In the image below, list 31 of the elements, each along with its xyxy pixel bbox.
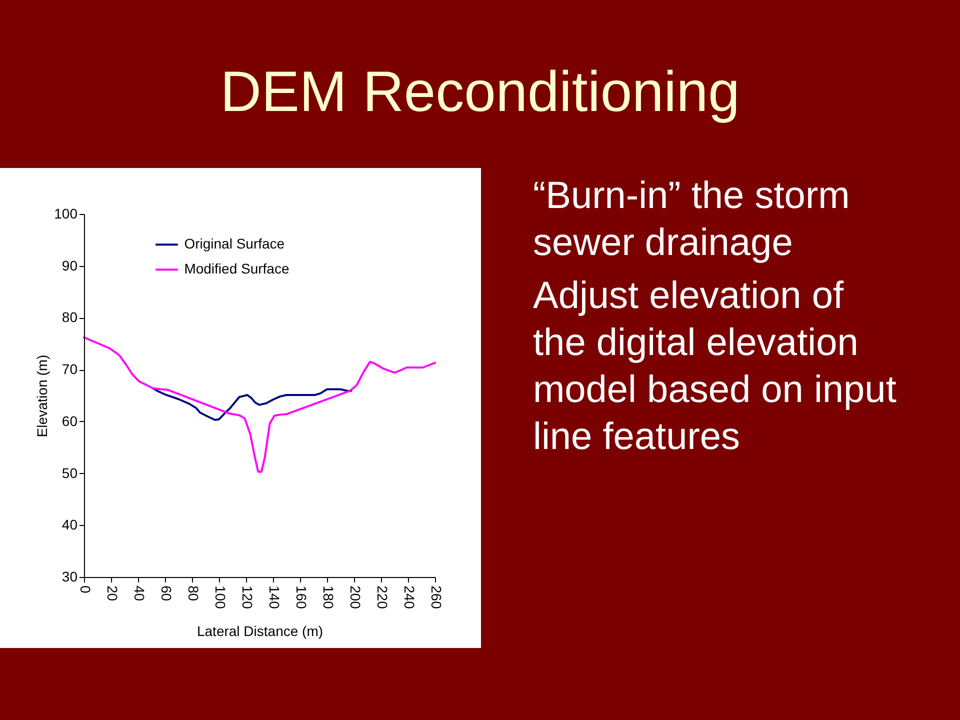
legend-label: Original Surface bbox=[184, 236, 285, 252]
y-tick-label: 90 bbox=[62, 257, 78, 274]
x-tick-label: 200 bbox=[348, 586, 364, 610]
x-axis-title: Lateral Distance (m) bbox=[196, 622, 324, 639]
text: Adjust elevation of the digital elevation model based on input line features bbox=[533, 275, 897, 458]
y-tick-label: 60 bbox=[62, 412, 78, 429]
y-tick-label: 40 bbox=[62, 516, 78, 533]
x-tick-label: 80 bbox=[186, 586, 202, 602]
x-tick-label: 160 bbox=[294, 586, 310, 610]
x-tick-label: 60 bbox=[158, 586, 174, 602]
x-tick-label: 20 bbox=[104, 586, 120, 602]
x-tick-label: 0 bbox=[78, 586, 94, 594]
y-tick-label: 30 bbox=[62, 568, 78, 584]
text: “Burn-in” the storm sewer drainage bbox=[533, 175, 850, 264]
chart-title: DEM Reconditioning bbox=[220, 60, 740, 124]
y-tick-label: 70 bbox=[62, 361, 78, 378]
x-tick-label: 220 bbox=[374, 586, 390, 610]
line-series bbox=[83, 336, 436, 473]
x-tick-label: 40 bbox=[132, 586, 148, 602]
x-tick-label: 180 bbox=[320, 586, 336, 610]
y-tick-label: 80 bbox=[62, 309, 78, 326]
line-series bbox=[152, 387, 352, 421]
x-tick-label: 240 bbox=[402, 586, 418, 610]
x-tick-label: 100 bbox=[212, 586, 228, 610]
x-tick-label: 140 bbox=[266, 586, 282, 610]
y-tick-label: 100 bbox=[54, 206, 78, 222]
y-tick-label: 50 bbox=[62, 464, 78, 481]
y-axis-title: Elevation (m) bbox=[34, 354, 50, 438]
x-tick-label: 260 bbox=[428, 586, 444, 610]
legend-label: Modified Surface bbox=[184, 260, 290, 277]
x-tick-label: 120 bbox=[240, 586, 256, 610]
